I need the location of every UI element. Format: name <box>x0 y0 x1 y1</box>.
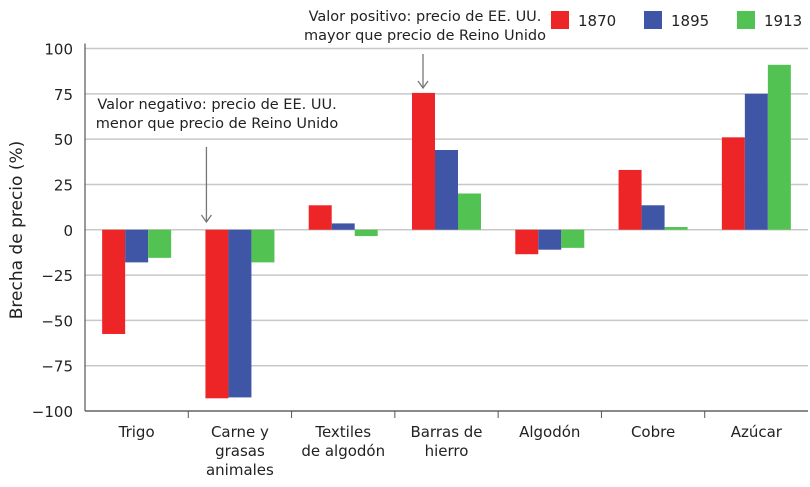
x-tick-label: de algodón <box>301 442 385 460</box>
legend-swatch-1913 <box>737 11 755 29</box>
y-axis-label: Brecha de precio (%) <box>7 141 27 320</box>
bar-1895 <box>744 93 768 230</box>
bar-1895 <box>538 229 562 250</box>
bar-1870 <box>515 229 539 255</box>
bar-1870 <box>102 229 126 334</box>
y-tick-label: −100 <box>32 403 73 421</box>
bar-1895 <box>641 205 665 230</box>
y-tick-label: −25 <box>41 267 73 285</box>
bar-1913 <box>458 193 481 230</box>
legend-label-1895: 1895 <box>671 12 709 30</box>
bar-1870 <box>308 205 332 230</box>
x-tick-label: Trigo <box>118 423 155 441</box>
y-tick-label: 50 <box>54 131 73 149</box>
y-tick-label: 0 <box>63 222 73 240</box>
annotation-arrowhead <box>200 214 212 224</box>
annotation-text: Valor negativo: precio de EE. UU. <box>97 97 336 113</box>
legend-label-1913: 1913 <box>764 12 802 30</box>
legend-label-1870: 1870 <box>578 12 616 30</box>
y-tick-label: 25 <box>54 176 73 194</box>
y-tick-label: 75 <box>54 86 73 104</box>
bar-1913 <box>148 229 172 258</box>
x-tick-label: Azúcar <box>731 423 783 441</box>
bar-1870 <box>721 137 745 230</box>
x-tick-label: Cobre <box>631 423 675 441</box>
x-tick-label: Barras de <box>410 423 482 441</box>
bar-1870 <box>618 169 642 230</box>
x-tick-label: Carne y <box>211 423 269 441</box>
bar-1870 <box>205 229 229 399</box>
y-tick-label: −75 <box>41 358 73 376</box>
bar-1895 <box>435 150 458 230</box>
x-tick-label: Algodón <box>519 423 580 441</box>
bar-1895 <box>228 229 252 398</box>
bar-1913 <box>561 229 585 248</box>
y-tick-label: −50 <box>41 312 73 330</box>
annotation-text: mayor que precio de Reino Unido <box>304 28 546 44</box>
x-tick-label: grasas <box>215 442 265 460</box>
annotation-text: Valor positivo: precio de EE. UU. <box>309 9 542 25</box>
annotation-arrowhead <box>417 80 429 90</box>
bar-1895 <box>125 229 149 263</box>
x-tick-label: hierro <box>425 442 469 460</box>
bar-1913 <box>664 227 688 230</box>
annotation-text: menor que precio de Reino Unido <box>96 116 339 132</box>
bar-1913 <box>354 229 378 237</box>
bar-1913 <box>767 64 791 230</box>
legend-swatch-1870 <box>551 11 569 29</box>
x-tick-label: Textiles <box>314 423 371 441</box>
legend-swatch-1895 <box>644 11 662 29</box>
bar-1895 <box>331 223 355 230</box>
y-tick-label: 100 <box>44 41 73 59</box>
bar-1913 <box>251 229 275 263</box>
bar-1870 <box>412 92 435 230</box>
x-tick-label: animales <box>206 461 274 479</box>
